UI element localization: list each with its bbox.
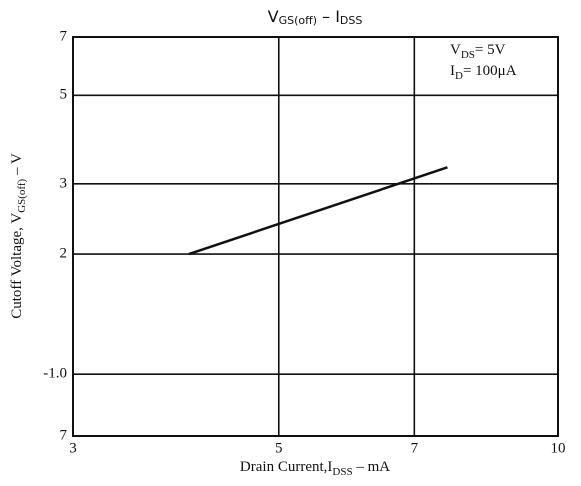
y-axis-label-part: Cutoff Voltage, V xyxy=(9,213,25,319)
y-tick-label: -1.0 xyxy=(43,366,67,382)
x-tick-label: 5 xyxy=(275,440,283,456)
y-axis-label-part: GS(off) xyxy=(16,178,28,212)
y-axis-label: Cutoff Voltage, VGS(off) – V xyxy=(9,153,27,319)
annotation-part: = 5V xyxy=(475,42,506,58)
data-line xyxy=(188,166,448,256)
x-axis-label-part: – mA xyxy=(353,459,391,475)
plot-frame xyxy=(72,36,559,437)
x-tick-label: 10 xyxy=(551,440,566,456)
annotation-part: I xyxy=(450,63,455,79)
y-axis-label-part: – V xyxy=(9,153,25,179)
y-tick-label: 7 xyxy=(60,28,68,44)
annotation-part: V xyxy=(450,42,461,58)
x-tick-label: 3 xyxy=(69,440,77,456)
annotation-part: D xyxy=(455,70,463,82)
x-tick-label: 7 xyxy=(411,440,419,456)
chart-title-part: V xyxy=(268,7,279,26)
y-tick-label: 5 xyxy=(60,87,68,103)
annotation: ID= 100μA xyxy=(450,63,517,81)
chart-title: VGS(off) – IDSS xyxy=(268,7,363,28)
annotation-part: = 100μA xyxy=(463,63,517,79)
chart-title-part: DSS xyxy=(340,14,362,27)
chart-title-part: GS(off) xyxy=(279,14,317,27)
annotation-part: DS xyxy=(461,49,475,61)
y-tick-label: 2 xyxy=(60,246,68,262)
x-axis-label-part: Drain Current,I xyxy=(240,459,332,475)
y-tick-label: 3 xyxy=(60,175,68,191)
x-axis-label: Drain Current,IDSS – mA xyxy=(240,459,390,477)
y-tick-label: 7 xyxy=(60,427,68,443)
chart-title-part: – I xyxy=(317,7,340,26)
annotation: VDS= 5V xyxy=(450,42,506,60)
x-axis-label-part: DSS xyxy=(332,466,352,478)
